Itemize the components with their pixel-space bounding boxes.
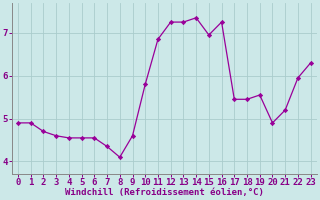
X-axis label: Windchill (Refroidissement éolien,°C): Windchill (Refroidissement éolien,°C)	[65, 188, 264, 197]
